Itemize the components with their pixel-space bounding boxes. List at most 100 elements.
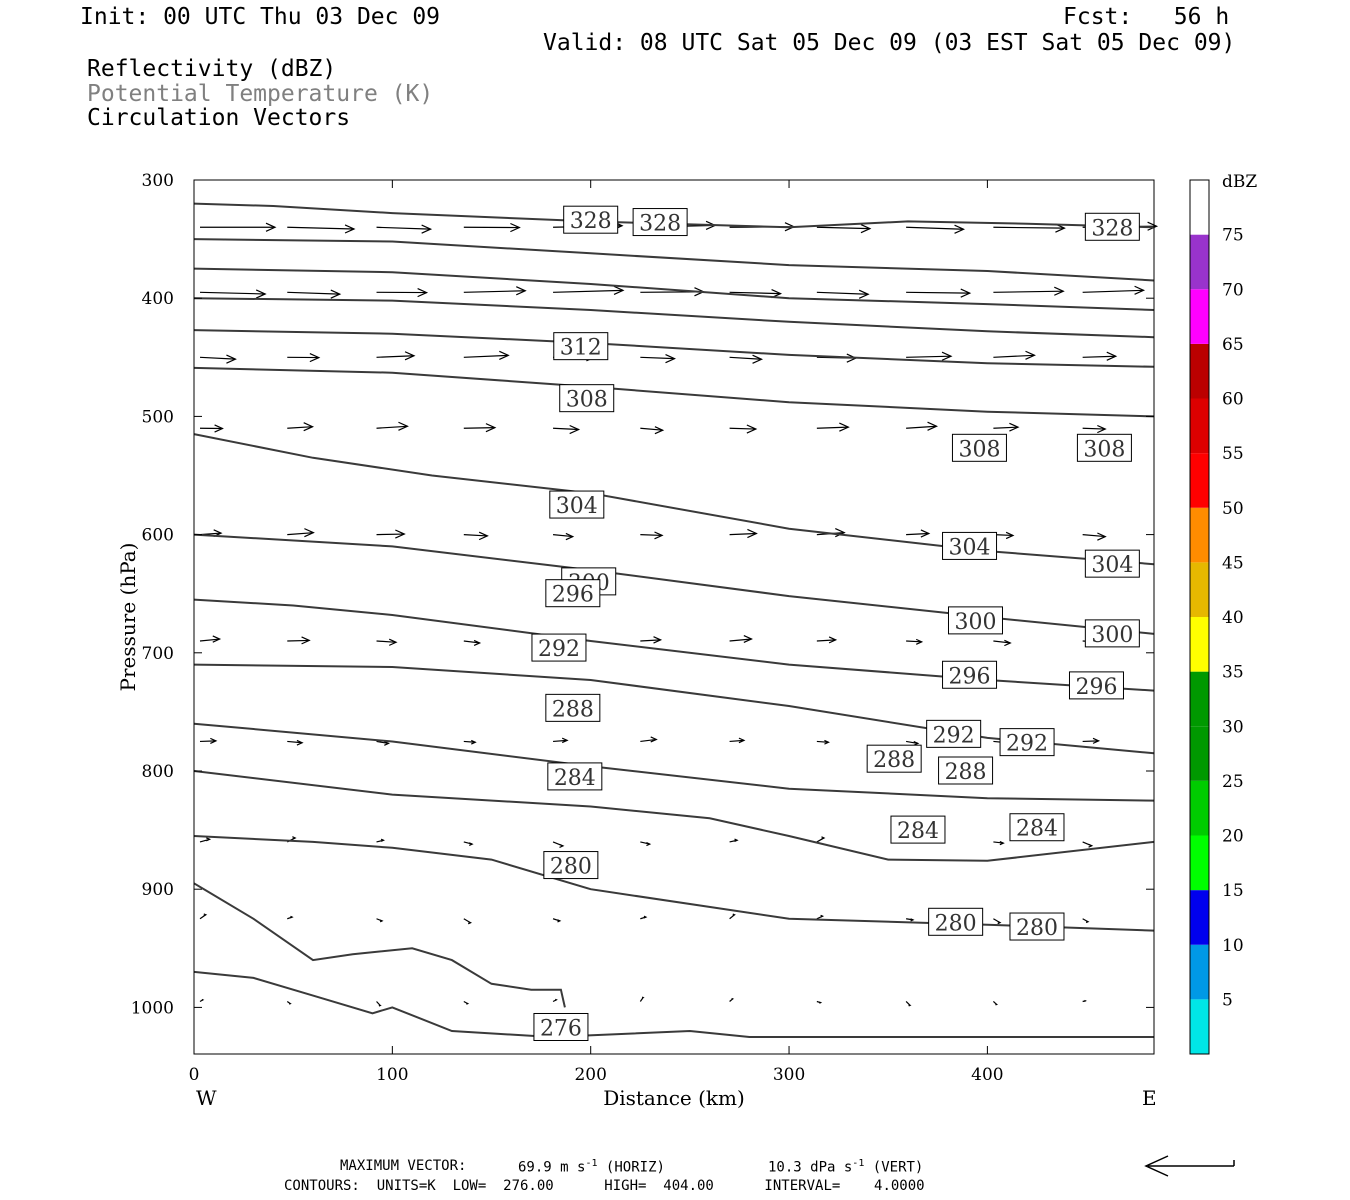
vector-arrow: [816, 226, 870, 230]
forecast-hour: Fcst: 56 h: [1063, 4, 1230, 30]
vector-arrow: [463, 740, 476, 743]
colorbar-swatch: [1190, 944, 1209, 1000]
field-theta: Potential Temperature (K): [87, 81, 434, 107]
contour-label-box: [543, 851, 599, 880]
vector-head: [290, 915, 294, 919]
contour-label: 276: [540, 1016, 582, 1041]
vector-arrow: [553, 427, 579, 431]
vector-head: [304, 528, 315, 538]
vector-head: [910, 918, 915, 922]
vector-arrow: [993, 640, 1011, 644]
contour-label-box: [1076, 433, 1132, 462]
vector-arrow: [463, 534, 488, 537]
max-vert-number: 10.3 dPa s: [768, 1159, 853, 1176]
y-tick-label: 800: [142, 762, 174, 782]
vector-arrow: [640, 427, 663, 431]
vector-arrow: [376, 355, 415, 358]
init-time: Init: 00 UTC Thu 03 Dec 09: [80, 4, 441, 30]
vector-head: [378, 1004, 382, 1007]
vector-head: [1088, 843, 1094, 848]
vector-head: [954, 224, 966, 234]
contour-label-box: [938, 756, 994, 785]
contour-label-box: [1084, 619, 1140, 648]
vector-head: [819, 1001, 823, 1004]
vector-head: [752, 354, 764, 364]
vector-head: [1106, 351, 1118, 361]
colorbar-swatch: [1190, 671, 1209, 727]
vector-head: [653, 636, 663, 644]
vector-head: [908, 1004, 912, 1007]
vector-arrow: [729, 638, 752, 642]
colorbar-swatch: [1190, 234, 1209, 290]
vector-head: [665, 354, 676, 364]
vector-arrow: [376, 640, 397, 643]
vector-arrow: [906, 640, 922, 643]
colorbar-swatch: [1190, 562, 1209, 617]
vector-head: [915, 638, 924, 645]
vector-head: [1097, 424, 1107, 434]
vector-head: [473, 639, 482, 647]
isentrope-line: [193, 366, 1155, 418]
vector-arrow: [993, 426, 1019, 429]
vector-head: [1097, 532, 1107, 541]
contour-label-box: [553, 332, 609, 361]
y-tick-label: 300: [142, 171, 174, 191]
y-tick-label: 500: [142, 407, 174, 427]
vector-arrow: [1082, 427, 1106, 430]
contour-label-box: [531, 633, 587, 662]
east-label: E: [1142, 1086, 1157, 1110]
vector-head: [920, 529, 931, 538]
contour-label: 308: [958, 437, 1000, 462]
contour-label: 292: [538, 637, 580, 662]
vector-head: [646, 842, 652, 847]
contour-label: 296: [1075, 675, 1117, 700]
vector-head: [499, 350, 510, 360]
vector-head: [565, 532, 575, 541]
vector-arrow: [640, 356, 675, 360]
vector-arrow: [816, 639, 836, 642]
vector-head: [485, 423, 497, 433]
x-axis-label: Distance (km): [603, 1086, 745, 1110]
contour-label-box: [866, 744, 922, 773]
vector-arrow: [376, 425, 408, 429]
contour-label-box: [999, 728, 1055, 757]
vector-arrow: [287, 740, 303, 744]
vector-head: [913, 741, 920, 746]
vector-arrow: [287, 639, 310, 642]
isentrope-line: [193, 329, 1155, 368]
vector-head: [1004, 639, 1012, 647]
colorbar: 5 10 15 20 25 30 35 40 45 50 55 60 65 70 75 dBZ: [1189, 172, 1257, 1055]
vector-arrow: [729, 427, 756, 430]
contour-label: 288: [873, 748, 915, 773]
vector-head: [467, 921, 473, 925]
vector-arrow: [463, 290, 526, 293]
vector-head: [1092, 737, 1101, 744]
colorbar-level: 70: [1222, 280, 1244, 300]
vector-arrow: [816, 291, 869, 295]
vector-head: [860, 223, 872, 234]
isentrope-line: [193, 238, 1155, 282]
x-tick-label: 100: [376, 1065, 408, 1085]
vector-head: [398, 421, 409, 431]
vector-head: [1084, 999, 1087, 1002]
vector-head: [1147, 221, 1159, 231]
vector-head: [995, 1003, 999, 1006]
vector-head: [997, 921, 1002, 925]
vector-head: [734, 838, 739, 842]
vector-arrow: [287, 226, 355, 230]
vector-head: [641, 996, 645, 999]
vector-head: [388, 638, 398, 646]
contour-label: 308: [566, 388, 608, 413]
colorbar-level: 55: [1222, 444, 1244, 464]
isentrope-line: [193, 267, 1155, 311]
vector-arrow: [729, 739, 745, 743]
contour-label: 284: [1016, 817, 1058, 842]
vector-head: [569, 424, 581, 435]
contour-label: 292: [933, 723, 975, 748]
contour-label-box: [549, 490, 605, 519]
vector-head: [384, 740, 390, 746]
contour-label-box: [890, 815, 946, 844]
vector-head: [821, 836, 826, 840]
vector-head: [468, 842, 474, 846]
vector-head: [404, 351, 416, 361]
